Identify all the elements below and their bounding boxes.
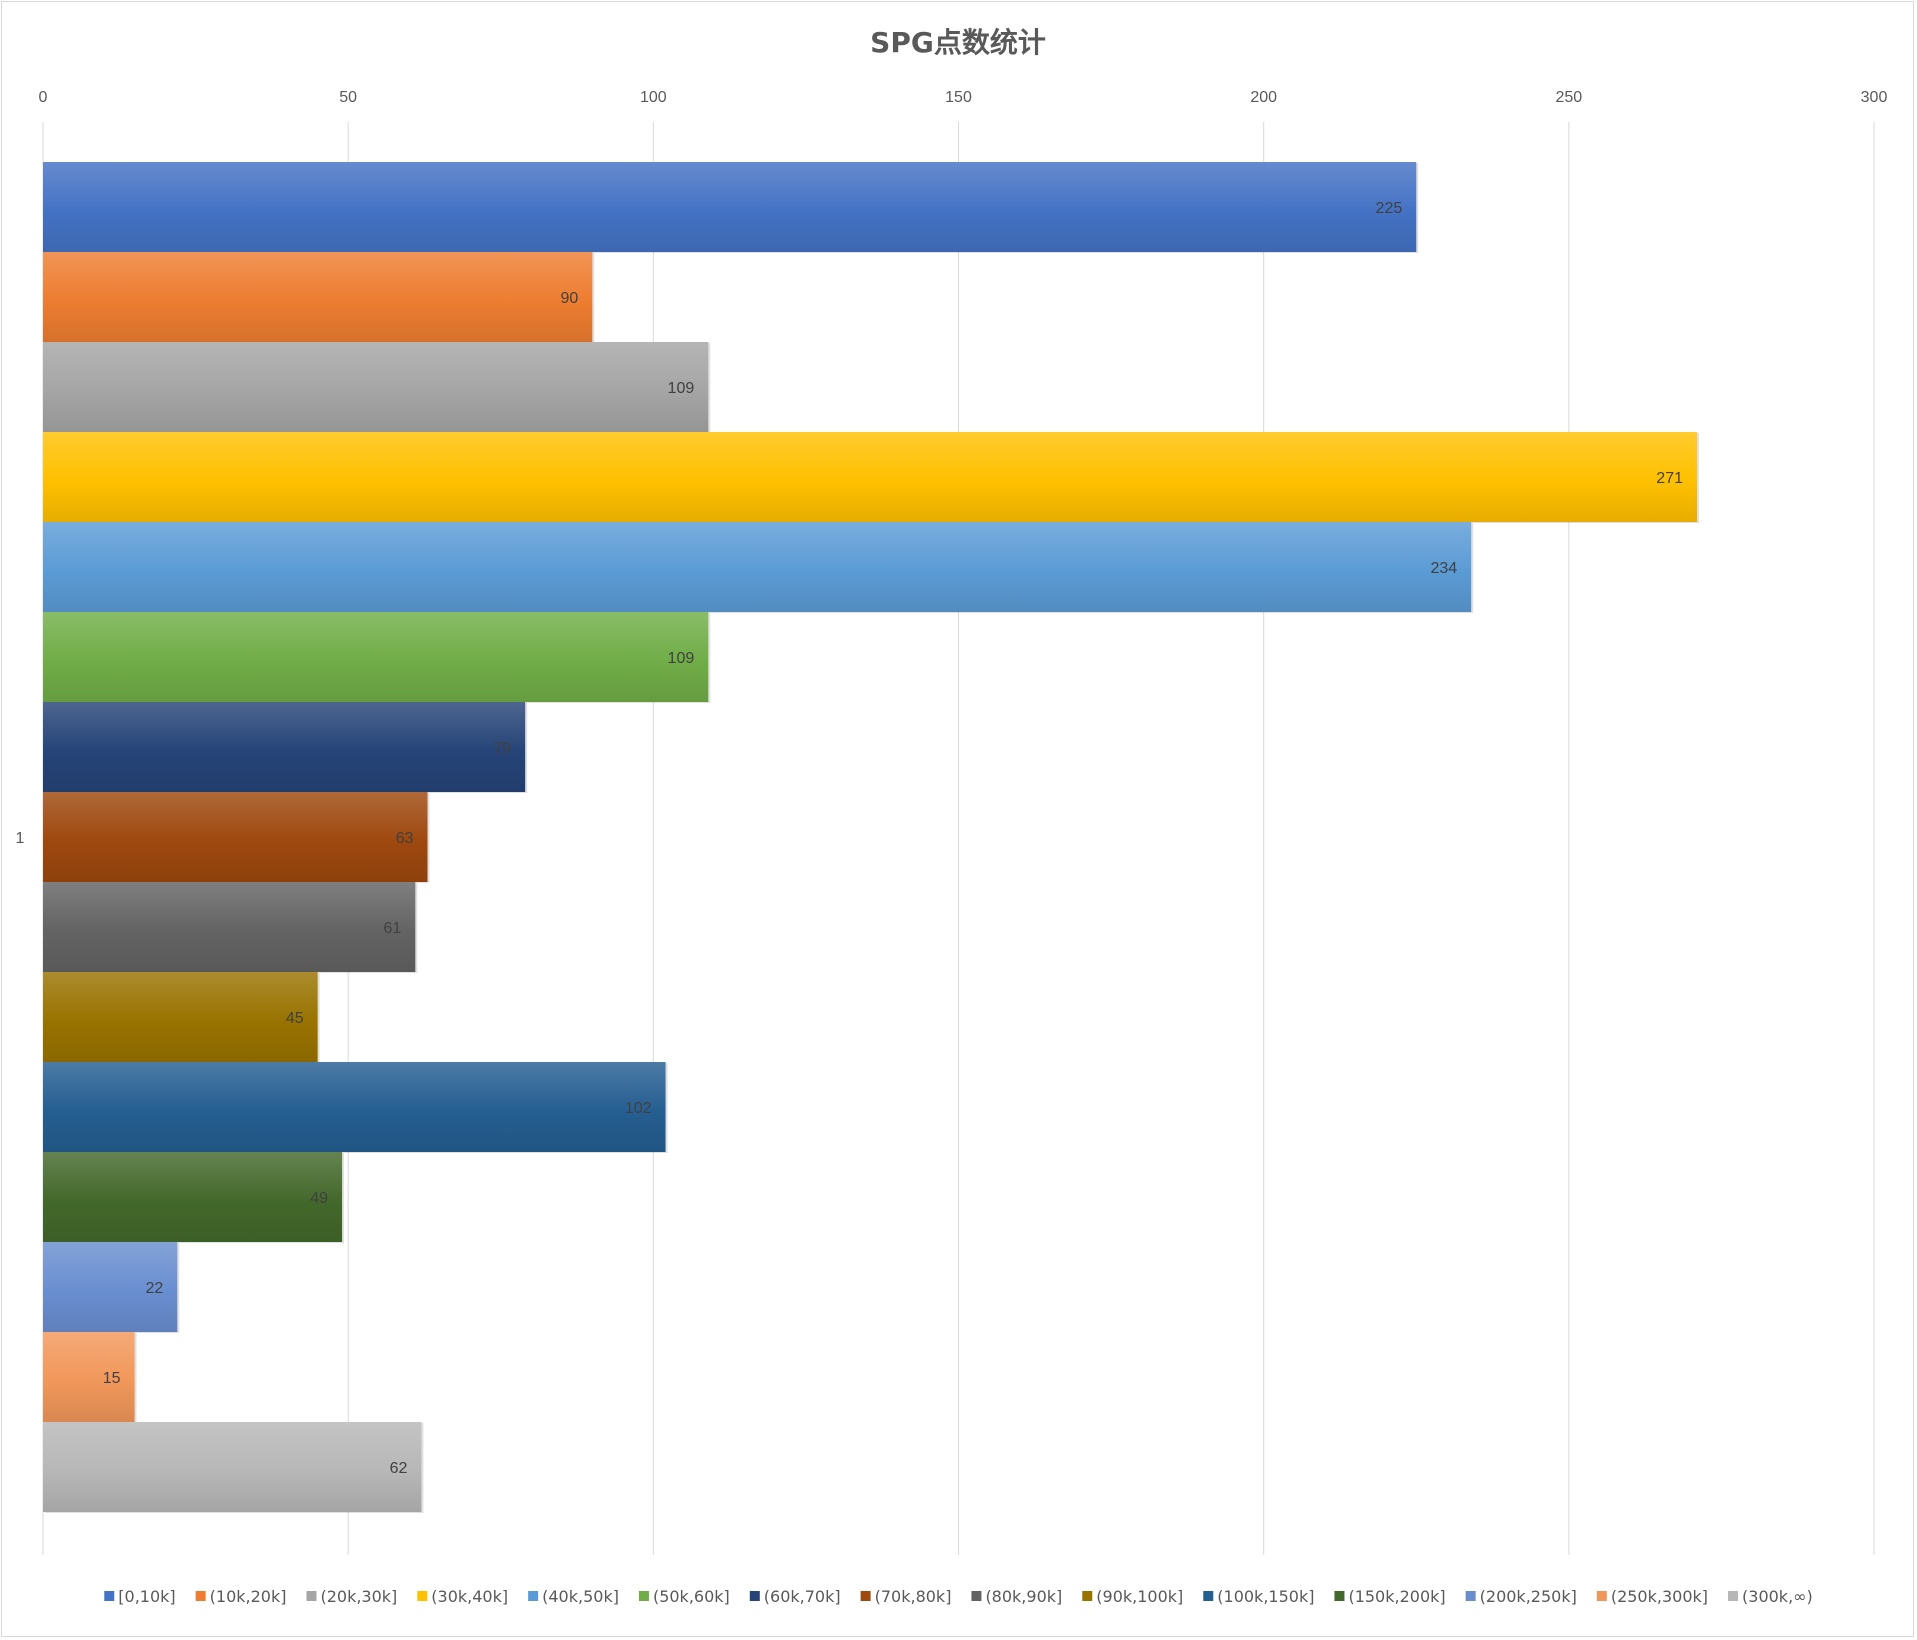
- x-tick-label: 200: [1250, 89, 1277, 106]
- data-label: 45: [286, 1010, 304, 1027]
- x-tick-label: 50: [339, 89, 357, 106]
- bar: [43, 1062, 666, 1152]
- data-label: 15: [103, 1370, 121, 1387]
- legend-swatch: [528, 1591, 539, 1601]
- x-tick-label: 300: [1861, 89, 1888, 106]
- data-label: 271: [1656, 470, 1683, 487]
- legend-label: (90k,100k]: [1096, 1587, 1183, 1606]
- bars: [43, 162, 1700, 1513]
- data-label: 63: [396, 830, 414, 847]
- legend-label: (150k,200k]: [1348, 1587, 1445, 1606]
- bar: [43, 612, 709, 702]
- data-label: 225: [1376, 200, 1403, 217]
- legend-swatch: [749, 1591, 760, 1601]
- x-tick-label: 250: [1555, 89, 1582, 106]
- legend-item: (70k,80k]: [860, 1587, 952, 1606]
- data-labels: 225 90 109 271 234 109 79 63 61 45 102 49 22 15 62: [103, 200, 1683, 1477]
- legend-label: (60k,70k]: [764, 1587, 841, 1606]
- y-axis-categories: 1: [16, 830, 25, 847]
- legend-label: (20k,30k]: [320, 1587, 397, 1606]
- data-label: 61: [384, 920, 402, 937]
- x-tick-label: 150: [945, 89, 972, 106]
- data-label: 109: [668, 650, 695, 667]
- legend-item: (90k,100k]: [1082, 1587, 1183, 1606]
- legend-label: (250k,300k]: [1611, 1587, 1708, 1606]
- legend-swatch: [1728, 1591, 1739, 1601]
- legend-swatch: [860, 1591, 871, 1601]
- legend-item: (200k,250k]: [1465, 1587, 1577, 1606]
- bar: [43, 1152, 343, 1242]
- bar: [43, 432, 1698, 522]
- bar: [43, 1422, 422, 1512]
- legend-label: (70k,80k]: [875, 1587, 952, 1606]
- legend-label: [0,10k]: [118, 1587, 175, 1606]
- legend-item: [0,10k]: [104, 1587, 176, 1606]
- data-label: 79: [493, 740, 511, 757]
- bar: [43, 342, 709, 432]
- x-tick-label: 100: [640, 89, 667, 106]
- bar: [43, 1242, 178, 1332]
- legend-swatch: [638, 1591, 649, 1601]
- bar: [43, 882, 416, 972]
- bar: [43, 1332, 135, 1422]
- legend-item: (100k,150k]: [1203, 1587, 1314, 1606]
- legend-swatch: [1465, 1591, 1476, 1601]
- x-axis-ticks: 0 50 100 150 200 250 300: [39, 89, 1888, 106]
- data-label: 109: [668, 380, 695, 397]
- legend-swatch: [417, 1591, 428, 1601]
- legend-label: (100k,150k]: [1217, 1587, 1314, 1606]
- legend-swatch: [104, 1591, 115, 1601]
- bar: [43, 702, 526, 792]
- legend-label: (30k,40k]: [431, 1587, 508, 1606]
- data-label: 62: [390, 1460, 408, 1477]
- y-category-label: 1: [16, 830, 25, 847]
- legend-swatch: [1334, 1591, 1345, 1601]
- legend-item: (30k,40k]: [417, 1587, 508, 1606]
- legend-item: (80k,90k]: [971, 1587, 1062, 1606]
- legend-label: (50k,60k]: [653, 1587, 730, 1606]
- legend: [0,10k] (10k,20k] (20k,30k] (30k,40k] (40k,5…: [104, 1587, 1813, 1606]
- bar: [43, 252, 593, 342]
- bar: [43, 522, 1472, 612]
- bar: [43, 162, 1417, 252]
- legend-label: (40k,50k]: [542, 1587, 619, 1606]
- data-label: 102: [625, 1100, 652, 1117]
- legend-swatch: [971, 1591, 982, 1601]
- legend-label: (300k,∞): [1742, 1587, 1813, 1606]
- legend-swatch: [306, 1591, 317, 1601]
- legend-item: (40k,50k]: [528, 1587, 619, 1606]
- legend-swatch: [1082, 1591, 1093, 1601]
- bar: [43, 792, 428, 882]
- x-tick-label: 0: [39, 89, 48, 106]
- legend-item: (150k,200k]: [1334, 1587, 1446, 1606]
- legend-label: (80k,90k]: [985, 1587, 1062, 1606]
- data-label: 49: [310, 1190, 328, 1207]
- legend-item: (20k,30k]: [306, 1587, 397, 1606]
- data-label: 234: [1430, 560, 1457, 577]
- legend-label: (10k,20k]: [210, 1587, 287, 1606]
- legend-swatch: [1596, 1591, 1607, 1601]
- legend-swatch: [195, 1591, 206, 1601]
- data-label: 90: [561, 290, 579, 307]
- chart-title: SPG点数统计: [870, 26, 1046, 59]
- legend-swatch: [1203, 1591, 1214, 1601]
- legend-item: (250k,300k]: [1596, 1587, 1708, 1606]
- legend-item: (60k,70k]: [749, 1587, 841, 1606]
- data-label: 22: [145, 1280, 163, 1297]
- legend-item: (10k,20k]: [195, 1587, 287, 1606]
- bar: [43, 972, 318, 1062]
- legend-label: (200k,250k]: [1480, 1587, 1577, 1606]
- legend-item: (50k,60k]: [638, 1587, 730, 1606]
- legend-item: (300k,∞): [1728, 1587, 1813, 1606]
